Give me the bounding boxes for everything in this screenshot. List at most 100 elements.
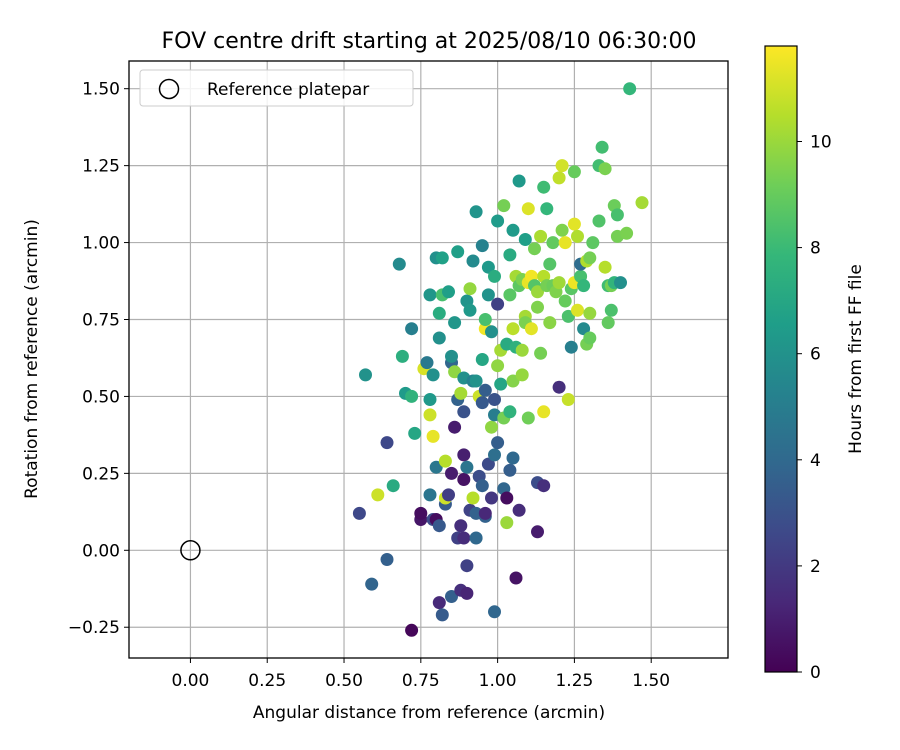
x-tick-label: 1.25 — [555, 671, 593, 691]
data-point — [454, 519, 468, 533]
data-point — [506, 322, 520, 336]
data-point — [515, 343, 529, 357]
data-point — [429, 460, 443, 474]
data-points — [180, 82, 649, 637]
y-tick-label: 0.75 — [82, 310, 120, 330]
data-point — [500, 491, 514, 505]
data-point — [481, 457, 495, 471]
data-point — [491, 214, 505, 228]
data-point — [371, 488, 385, 502]
data-point — [435, 608, 449, 622]
data-point — [583, 251, 597, 265]
data-point — [540, 202, 554, 216]
y-axis-label: Rotation from reference (arcmin) — [22, 219, 42, 499]
data-point — [503, 405, 517, 419]
data-point — [475, 479, 489, 493]
data-point — [601, 316, 615, 330]
data-point — [537, 180, 551, 194]
data-point — [623, 82, 637, 96]
data-point — [359, 368, 372, 382]
colorbar-gradient — [764, 45, 798, 673]
data-point — [488, 269, 501, 283]
data-point — [478, 506, 492, 520]
data-point — [524, 322, 538, 336]
data-point — [460, 559, 474, 573]
data-point — [546, 236, 560, 250]
data-point — [423, 488, 437, 502]
data-point — [595, 140, 609, 154]
data-point — [488, 448, 501, 462]
data-point — [420, 356, 434, 370]
data-point — [478, 313, 492, 326]
data-point — [506, 451, 520, 465]
data-point — [506, 374, 520, 388]
data-point — [610, 208, 624, 222]
data-point — [432, 306, 446, 320]
colorbar-tick-label: 4 — [810, 451, 821, 471]
data-point — [445, 349, 458, 363]
data-point — [512, 174, 526, 188]
data-point — [454, 386, 468, 400]
data-point — [442, 488, 455, 502]
data-point — [592, 214, 606, 228]
data-point — [534, 346, 548, 360]
data-point — [598, 260, 612, 274]
legend-box — [139, 69, 414, 107]
data-point — [426, 429, 440, 443]
data-point — [380, 553, 394, 566]
y-tick-labels: −0.25 0.00 0.25 0.50 0.75 1.00 1.25 1.50 — [68, 80, 129, 638]
data-point — [604, 303, 618, 317]
data-point — [506, 223, 520, 237]
data-point — [491, 359, 505, 373]
colorbar-tick-label: 8 — [810, 239, 821, 259]
data-point — [561, 393, 575, 406]
colorbar-tick-labels: 0 2 4 6 8 10 — [797, 132, 832, 683]
y-tick-label: −0.25 — [68, 618, 120, 638]
reference-marker — [180, 540, 201, 561]
data-point — [485, 325, 498, 339]
data-point — [571, 229, 584, 243]
data-point — [488, 605, 501, 619]
data-point — [503, 288, 517, 302]
data-point — [521, 411, 535, 425]
data-point — [405, 389, 419, 403]
data-point — [352, 506, 366, 520]
data-point — [466, 254, 480, 268]
data-point — [463, 303, 477, 317]
data-point — [448, 316, 462, 330]
x-tick-label: 0.00 — [172, 671, 210, 691]
data-point — [555, 159, 569, 173]
data-point — [392, 257, 406, 271]
legend: Reference platepar — [139, 69, 414, 107]
data-point — [423, 393, 437, 406]
data-point — [481, 288, 495, 302]
data-point — [365, 577, 379, 591]
data-point — [491, 297, 505, 311]
x-tick-labels: 0.00 0.25 0.50 0.75 1.00 1.25 1.50 — [172, 658, 670, 691]
data-point — [512, 503, 526, 517]
data-point — [408, 426, 422, 440]
data-point — [531, 285, 544, 299]
data-point — [598, 162, 612, 176]
data-point — [564, 340, 578, 354]
data-point — [500, 516, 514, 530]
colorbar-tick-label: 6 — [810, 345, 821, 365]
data-point — [405, 623, 419, 637]
data-point — [534, 229, 548, 243]
data-point — [528, 242, 541, 256]
colorbar-label: Hours from first FF file — [846, 264, 866, 454]
data-point — [457, 531, 471, 545]
data-point — [386, 479, 400, 493]
data-point — [518, 233, 532, 246]
data-point — [475, 353, 489, 366]
data-point — [457, 473, 471, 486]
data-point — [432, 331, 446, 345]
data-point — [457, 448, 471, 462]
legend-marker-circle — [158, 78, 180, 100]
data-point — [475, 396, 489, 410]
y-tick-label: 0.50 — [82, 387, 120, 407]
data-point — [583, 331, 597, 345]
data-point — [451, 245, 465, 259]
data-point — [558, 294, 572, 308]
